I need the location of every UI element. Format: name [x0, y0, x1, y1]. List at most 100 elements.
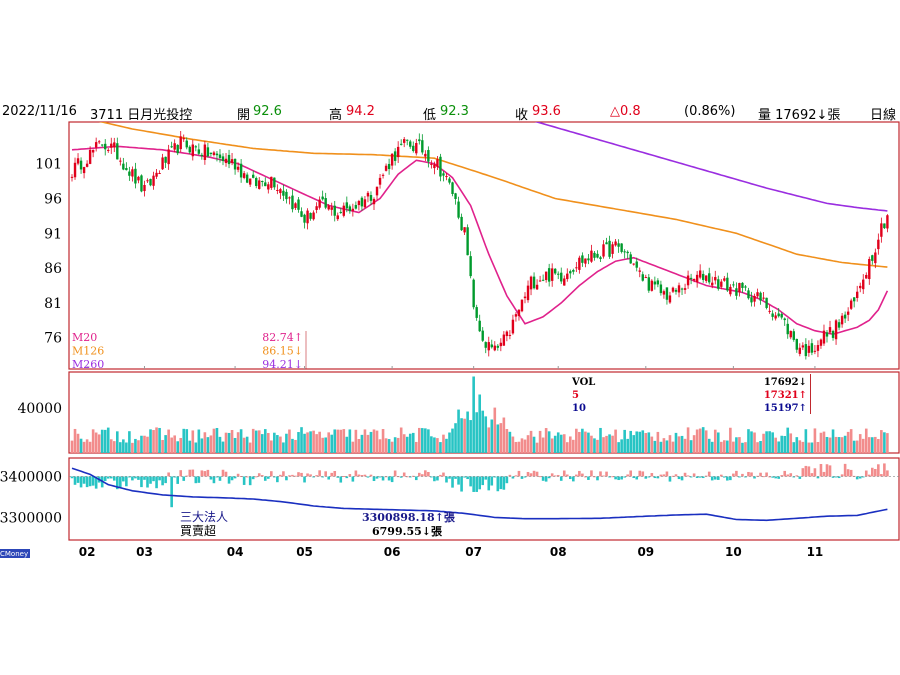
net-buy-sell-bar: [466, 476, 469, 480]
volume-bar: [653, 440, 657, 453]
volume-bar: [221, 441, 225, 453]
net-buy-sell-bar: [306, 473, 309, 477]
volume-bar: [620, 439, 623, 453]
ma-legend-name: M20: [72, 331, 97, 344]
net-buy-sell-bar: [263, 476, 267, 481]
volume-bar: [677, 436, 681, 453]
volume-bar: [182, 428, 186, 453]
volume-bar: [774, 437, 777, 453]
candle-up: [351, 208, 355, 211]
month-label: 08: [550, 545, 567, 559]
candle-down: [701, 273, 705, 280]
volume-bar: [430, 436, 433, 453]
net-buy-sell-bar: [254, 476, 258, 478]
volume-bar: [106, 427, 110, 453]
low-value: 92.3: [440, 104, 469, 119]
candle-up: [191, 144, 194, 157]
net-buy-sell-bar: [720, 474, 723, 477]
candle-down: [409, 141, 412, 147]
volume-legend-value: 17321↑: [764, 390, 807, 401]
net-buy-sell-bar: [179, 470, 183, 477]
net-buy-sell-bar: [514, 475, 518, 477]
candle-up: [526, 285, 530, 301]
net-buy-sell-bar: [753, 476, 756, 479]
candle-down: [125, 168, 128, 171]
candle-down: [297, 199, 300, 210]
month-label: 10: [725, 545, 742, 559]
net-buy-sell-bar: [668, 476, 672, 482]
price-axis-tick-label: 81: [44, 296, 62, 312]
net-buy-sell-bar: [520, 476, 524, 479]
net-buy-sell-bar: [399, 476, 403, 478]
candle-down: [626, 251, 629, 254]
change-value: △0.8: [610, 104, 641, 119]
net-buy-sell-bar: [538, 476, 542, 478]
candle-up: [403, 139, 406, 143]
candle-up: [508, 334, 512, 336]
inst-legend-cumulative: 3300898.18↑張: [362, 511, 456, 524]
ma-line-m126: [98, 122, 888, 268]
net-buy-sell-bar: [605, 471, 608, 477]
candle-down: [656, 280, 660, 285]
candle-up: [173, 143, 176, 150]
ma-legend-value: 86.15↓: [262, 345, 303, 358]
volume-bar: [242, 437, 246, 453]
candle-down: [406, 139, 409, 141]
net-buy-sell-bar: [143, 476, 146, 480]
net-buy-sell-bar: [354, 470, 358, 477]
net-buy-sell-bar: [475, 476, 478, 492]
net-buy-sell-bar: [578, 470, 581, 477]
candle-up: [158, 173, 161, 175]
volume-bar: [463, 418, 466, 453]
candle-down: [605, 242, 608, 245]
volume-bar: [318, 431, 321, 453]
candle-up: [113, 142, 116, 148]
volume-bar: [188, 440, 192, 453]
candle-up: [436, 159, 439, 167]
net-buy-sell-bar: [330, 472, 334, 477]
volume-bar: [112, 441, 116, 453]
net-buy-sell-bar: [880, 474, 883, 477]
candle-down: [427, 150, 430, 162]
net-buy-sell-bar: [112, 476, 116, 481]
candle-down: [122, 163, 125, 170]
net-buy-sell-bar: [871, 467, 874, 477]
net-buy-sell-bar: [535, 471, 539, 477]
net-buy-sell-bar: [644, 476, 648, 479]
net-buy-sell-bar: [161, 476, 164, 486]
volume-bar: [786, 427, 790, 453]
net-buy-sell-bar: [490, 476, 494, 486]
volume-bar: [224, 432, 228, 453]
candle-down: [780, 313, 783, 318]
candle-down: [218, 154, 222, 158]
net-buy-sell-bar: [855, 476, 859, 480]
volume-bar: [454, 423, 457, 453]
candle-up: [789, 330, 792, 338]
month-label: 04: [227, 545, 244, 559]
volume-legend-name: VOL: [571, 377, 595, 388]
volume-bar: [632, 435, 636, 453]
candle-down: [478, 320, 481, 332]
volume-bar: [883, 432, 886, 453]
candle-up: [415, 142, 418, 154]
volume-bar: [245, 436, 249, 453]
volume-bar: [505, 429, 509, 453]
watermark: CMoney: [0, 550, 28, 558]
volume-bar: [321, 437, 324, 453]
candle-down: [554, 268, 557, 274]
volume-bar: [490, 419, 494, 453]
volume-bar: [164, 435, 167, 453]
candle-down: [496, 345, 500, 348]
volume-bar: [342, 429, 346, 453]
net-buy-sell-bar: [623, 476, 626, 478]
volume-bar: [541, 437, 545, 453]
net-buy-sell-bar: [351, 476, 355, 482]
volume-bar: [487, 427, 491, 453]
candle-up: [650, 280, 654, 291]
net-buy-sell-bar: [131, 476, 134, 481]
close-value: 93.6: [532, 104, 561, 119]
volume-bar: [647, 432, 651, 453]
volume-bar: [333, 429, 337, 453]
net-buy-sell-bar: [182, 476, 186, 481]
volume-bar: [499, 423, 503, 453]
